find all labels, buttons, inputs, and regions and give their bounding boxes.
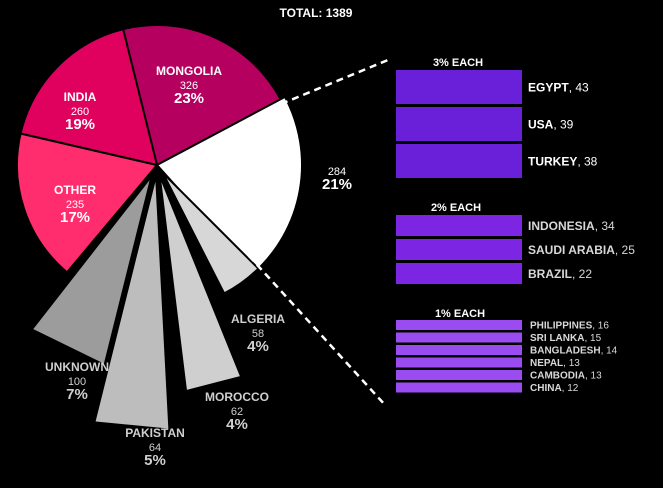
bar-indonesia (396, 215, 522, 236)
pie-slice-other (16, 132, 159, 274)
slice-percent-pakistan: 5% (144, 452, 166, 469)
bar-label-turkey: TURKEY, 38 (528, 154, 598, 168)
bar-label-nepal: NEPAL, 13 (530, 358, 580, 369)
pie-slice-mongolia (121, 24, 282, 167)
bar-label-usa: USA, 39 (528, 117, 574, 131)
bar-brazil (396, 263, 522, 284)
slice-value-other: 235 (66, 199, 84, 211)
breakdown-bars: 3% EACH EGYPT, 43 USA, 39 TURKEY, 38 2% EACH… (396, 57, 635, 394)
slice-value-pakistan: 64 (149, 442, 161, 454)
slice-value-unknown: 100 (68, 376, 86, 388)
slice-percent-unknown: 7% (66, 386, 88, 403)
slice-value-india: 260 (71, 106, 89, 118)
bar-nepal (396, 357, 522, 368)
bar-label-egypt: EGYPT, 43 (528, 80, 589, 94)
pie-labels: MONGOLIA32623%28421%ALGERIA584%MOROCCO62… (45, 64, 352, 469)
slice-label-unknown: UNKNOWN (45, 360, 109, 374)
bar-saudi-arabia (396, 239, 522, 260)
bar-label-sri-lanka: SRI LANKA, 15 (530, 333, 602, 344)
bar-china (396, 382, 522, 393)
slice-label-pakistan: PAKISTAN (125, 426, 185, 440)
bar-usa (396, 107, 522, 141)
bar-bangladesh (396, 345, 522, 355)
slice-label-algeria: ALGERIA (231, 312, 285, 326)
bar-label-philippines: PHILIPPINES, 16 (530, 321, 609, 332)
connector-top (280, 58, 389, 106)
pie (16, 24, 303, 431)
connector-bottom (175, 175, 387, 407)
slice-value-mongolia: 326 (180, 80, 198, 92)
bar-label-china: CHINA, 12 (530, 383, 579, 394)
bar-label-indonesia: INDONESIA, 34 (528, 219, 615, 233)
bar-turkey (396, 144, 522, 178)
group-heading-1: 3% EACH (433, 57, 483, 69)
slice-label-india: INDIA (64, 90, 97, 104)
group-heading-3: 1% EACH (435, 308, 485, 320)
slice-percent-mongolia: 23% (174, 90, 204, 107)
slice-percent-remaining: 21% (322, 176, 352, 193)
bar-cambodia (396, 370, 522, 380)
bar-label-cambodia: CAMBODIA, 13 (530, 371, 602, 382)
bar-sri-lanka (396, 332, 522, 343)
pie-slice-remaining (155, 95, 303, 275)
bar-label-saudi-arabia: SAUDI ARABIA, 25 (528, 243, 635, 257)
group-heading-2: 2% EACH (431, 202, 481, 214)
pie-slice-india (19, 27, 159, 167)
bar-label-brazil: BRAZIL, 22 (528, 267, 592, 281)
slice-label-morocco: MOROCCO (205, 390, 269, 404)
slice-percent-other: 17% (60, 209, 90, 226)
pie-slice-algeria (161, 172, 260, 295)
slice-percent-india: 19% (65, 116, 95, 133)
slice-value-algeria: 58 (252, 328, 264, 340)
pie-slice-morocco (158, 174, 243, 393)
slice-value-morocco: 62 (231, 406, 243, 418)
slice-percent-algeria: 4% (247, 338, 269, 355)
slice-percent-morocco: 4% (226, 416, 248, 433)
bar-philippines (396, 320, 522, 330)
pie-slice-unknown (30, 175, 153, 367)
connector-lines (175, 58, 389, 407)
slice-label-other: OTHER (54, 183, 96, 197)
slice-value-remaining: 284 (328, 166, 346, 178)
bar-egypt (396, 70, 522, 104)
total-label: TOTAL: 1389 (280, 6, 353, 20)
pie-slice-pakistan (93, 174, 171, 431)
slice-label-mongolia: MONGOLIA (156, 64, 222, 78)
bar-label-bangladesh: BANGLADESH, 14 (530, 346, 618, 357)
